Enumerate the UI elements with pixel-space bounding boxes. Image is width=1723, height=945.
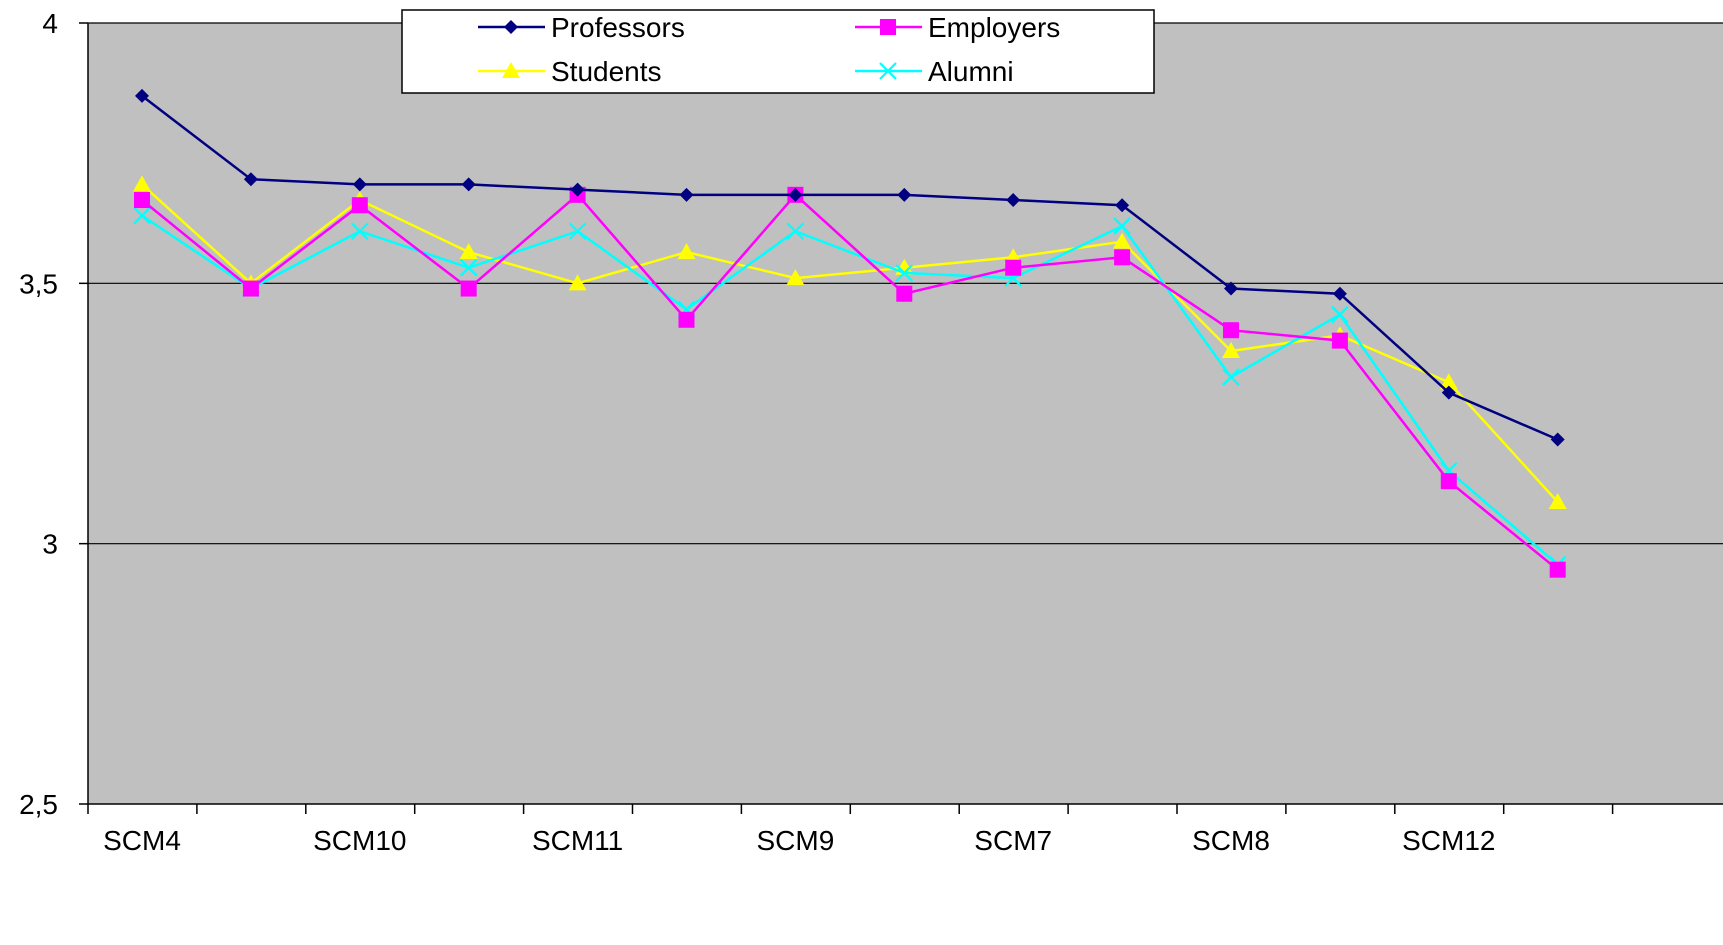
data-point-students bbox=[133, 175, 151, 192]
data-point-professors bbox=[1224, 281, 1238, 296]
x-tick-label: SCM10 bbox=[313, 825, 406, 856]
legend-box bbox=[401, 9, 1155, 94]
plot-area-background bbox=[88, 23, 1723, 804]
data-point-students bbox=[677, 243, 696, 260]
data-point-alumni bbox=[786, 222, 805, 241]
marker-stroke bbox=[459, 258, 478, 277]
data-point-employers bbox=[1331, 332, 1348, 349]
series-group bbox=[133, 88, 1567, 578]
data-point-professors bbox=[679, 187, 694, 202]
data-point-professors bbox=[1006, 193, 1021, 208]
data-point-students bbox=[459, 243, 478, 260]
data-point-alumni bbox=[459, 258, 478, 277]
series-line-alumni bbox=[141, 214, 1559, 566]
x-tick-label: SCM4 bbox=[103, 825, 181, 856]
data-point-employers bbox=[896, 285, 913, 302]
legend-label: Alumni bbox=[928, 56, 1014, 87]
x-tick-label: SCM11 bbox=[532, 825, 623, 856]
data-point-alumni bbox=[1222, 368, 1240, 386]
y-tick-label: 2,5 bbox=[19, 789, 58, 820]
legend-label: Students bbox=[551, 56, 662, 87]
data-point-employers bbox=[242, 280, 259, 297]
data-point-students bbox=[1439, 373, 1458, 390]
series-line-employers bbox=[141, 193, 1559, 571]
data-point-employers bbox=[134, 192, 150, 209]
marker-stroke bbox=[133, 206, 151, 225]
legend-label: Employers bbox=[928, 12, 1060, 43]
data-point-alumni bbox=[568, 222, 587, 241]
data-point-professors bbox=[352, 177, 367, 192]
data-point-employers bbox=[1549, 561, 1566, 578]
data-point-employers bbox=[1440, 473, 1457, 490]
data-point-students bbox=[1113, 232, 1132, 249]
marker-stroke bbox=[879, 62, 897, 80]
y-tick-label: 4 bbox=[42, 8, 58, 39]
data-point-employers bbox=[351, 197, 368, 214]
data-point-students bbox=[568, 274, 587, 291]
y-tick-label: 3,5 bbox=[19, 268, 58, 299]
data-point-professors bbox=[243, 172, 258, 187]
legend-swatch-marker bbox=[879, 62, 897, 80]
marker-stroke bbox=[1222, 368, 1240, 386]
data-point-employers bbox=[1005, 259, 1022, 276]
data-point-professors bbox=[1115, 198, 1130, 213]
marker-stroke bbox=[895, 264, 914, 282]
legend: Professors Employers Students Alumni bbox=[401, 9, 1155, 94]
data-point-students bbox=[786, 269, 805, 286]
marker-stroke bbox=[568, 222, 587, 241]
data-point-employers bbox=[460, 280, 477, 297]
data-point-professors bbox=[570, 182, 585, 197]
data-point-students bbox=[1222, 342, 1240, 359]
legend-item-professors: Professors bbox=[478, 12, 685, 43]
series-professors bbox=[135, 88, 1565, 447]
series-line-professors bbox=[141, 94, 1559, 441]
axes: 4 3,5 3 2,5 SCM4 SCM10 SCM11 SCM9 SCM7 SCM8 SCM12 bbox=[19, 8, 1723, 856]
legend-label: Professors bbox=[551, 12, 685, 43]
data-point-alumni bbox=[351, 222, 369, 241]
y-tick-label: 3 bbox=[42, 529, 58, 560]
data-point-professors bbox=[1550, 432, 1565, 447]
legend-item-employers: Employers bbox=[855, 12, 1060, 43]
marker-stroke bbox=[351, 222, 369, 241]
data-point-employers bbox=[1223, 322, 1239, 339]
data-point-professors bbox=[135, 88, 149, 103]
data-point-alumni bbox=[133, 206, 151, 225]
data-point-professors bbox=[461, 177, 476, 192]
data-point-alumni bbox=[1113, 217, 1131, 235]
data-point-professors bbox=[1441, 385, 1456, 400]
data-point-professors bbox=[1332, 286, 1347, 301]
data-point-professors bbox=[897, 187, 912, 202]
marker-stroke bbox=[1331, 305, 1349, 324]
x-tick-label: SCM8 bbox=[1192, 825, 1270, 856]
marker-stroke bbox=[786, 222, 805, 241]
data-point-alumni bbox=[1331, 305, 1349, 324]
legend-swatch-marker bbox=[880, 19, 896, 35]
legend-item-students: Students bbox=[478, 56, 662, 87]
data-point-students bbox=[1548, 493, 1567, 510]
data-point-employers bbox=[1114, 249, 1131, 266]
x-tick-label: SCM9 bbox=[757, 825, 835, 856]
x-tick-label: SCM12 bbox=[1402, 825, 1495, 856]
legend-swatch-marker bbox=[502, 62, 520, 78]
data-point-professors bbox=[788, 187, 803, 202]
data-point-employers bbox=[678, 311, 695, 328]
legend-item-alumni: Alumni bbox=[855, 56, 1014, 87]
legend-swatch-marker bbox=[504, 20, 518, 34]
x-tick-label: SCM7 bbox=[974, 825, 1052, 856]
marker-stroke bbox=[1113, 217, 1131, 235]
data-point-alumni bbox=[895, 264, 914, 282]
